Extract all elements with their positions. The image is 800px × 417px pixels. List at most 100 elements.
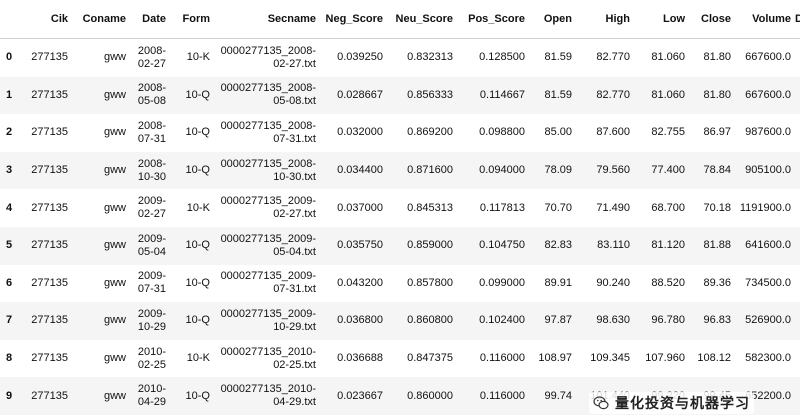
- cell-coname: gww: [72, 226, 130, 265]
- table-row: 2 277135 gww 2008-07-31 10-Q 0000277135_2008-…: [0, 114, 800, 152]
- watermark-text: 量化投资与机器学习: [615, 395, 750, 411]
- header-truncated: Di: [795, 0, 800, 39]
- cell-high: 79.560: [576, 151, 634, 190]
- cell-pos-score: 0.099000: [479, 276, 525, 289]
- cell-neg-score: 0.034400: [320, 151, 387, 190]
- cell-secname: 0000277135_2008-02-27.txt: [220, 44, 316, 70]
- cell-low: 96.780: [634, 302, 689, 340]
- header-high: High: [576, 0, 634, 39]
- cell-truncated: [795, 302, 800, 340]
- cell-volume: 987600.0: [745, 126, 791, 139]
- row-index: 0: [6, 51, 13, 64]
- cell-close: 96.83: [689, 302, 735, 340]
- cell-neg-score: 0.043200: [337, 276, 383, 289]
- cell-date: 2008-10-30: [130, 151, 170, 190]
- cell-open: 81.59: [529, 76, 576, 115]
- cell-cik: 277135: [31, 201, 68, 214]
- cell-truncated: [795, 226, 800, 265]
- cell-form: 10-K: [186, 201, 210, 214]
- cell-neg-score: 0.032000: [337, 126, 383, 139]
- cell-pos-score: 0.116000: [457, 377, 529, 415]
- cell-open: 70.70: [544, 201, 572, 214]
- header-date: Date: [130, 0, 170, 39]
- cell-low: 68.700: [651, 201, 685, 214]
- cell-truncated: [795, 39, 800, 77]
- cell-pos-score: 0.102400: [457, 302, 529, 340]
- cell-high: 71.490: [596, 201, 630, 214]
- cell-low: 107.960: [645, 352, 685, 365]
- header-index: [0, 0, 20, 39]
- cell-truncated: [795, 265, 800, 303]
- cell-neg-score: 0.037000: [337, 201, 383, 214]
- cell-low: 81.060: [634, 76, 689, 115]
- table-row: 4 277135 gww 2009-02-27 10-K 0000277135_2009-…: [0, 189, 800, 227]
- cell-pos-score: 0.114667: [457, 76, 529, 115]
- header-form: Form: [170, 0, 214, 39]
- cell-low: 77.400: [634, 151, 689, 190]
- watermark: 量化投资与机器学习: [589, 392, 754, 414]
- cell-close: 78.84: [689, 151, 735, 190]
- cell-pos-score: 0.128500: [479, 51, 525, 64]
- row-index: 5: [0, 226, 20, 265]
- cell-volume: 667600.0: [735, 76, 795, 115]
- table-row: 1 277135 gww 2008-05-08 10-Q 0000277135_2008-…: [0, 76, 800, 115]
- cell-date: 2008-07-31: [137, 119, 166, 145]
- cell-truncated: [795, 76, 800, 115]
- row-index: 2: [6, 126, 13, 139]
- cell-neg-score: 0.036800: [320, 302, 387, 340]
- table-row: 9 277135 gww 2010-04-29 10-Q 0000277135_2010-…: [0, 377, 800, 415]
- header-low: Low: [634, 0, 689, 39]
- cell-close: 81.88: [689, 226, 735, 265]
- cell-secname: 0000277135_2010-02-25.txt: [220, 345, 316, 371]
- cell-secname: 0000277135_2008-07-31.txt: [220, 119, 316, 145]
- header-volume: Volume: [735, 0, 795, 39]
- cell-coname: gww: [72, 377, 130, 415]
- cell-cik: 277135: [20, 151, 72, 190]
- cell-close: 86.97: [703, 126, 731, 139]
- cell-secname: 0000277135_2008-10-30.txt: [214, 151, 320, 190]
- cell-open: 108.97: [538, 352, 572, 365]
- cell-secname: 0000277135_2009-05-04.txt: [214, 226, 320, 265]
- cell-cik: 277135: [31, 352, 68, 365]
- table-body: 0 277135 gww 2008-02-27 10-K 0000277135_2008-…: [0, 39, 800, 415]
- cell-neu-score: 0.857800: [407, 276, 453, 289]
- cell-high: 109.345: [590, 352, 630, 365]
- cell-open: 85.00: [544, 126, 572, 139]
- header-open: Open: [529, 0, 576, 39]
- cell-high: 82.770: [596, 51, 630, 64]
- header-cik: Cik: [20, 0, 72, 39]
- cell-close: 89.36: [703, 276, 731, 289]
- row-index: 6: [6, 276, 13, 289]
- cell-volume: 905100.0: [735, 151, 795, 190]
- row-index: 1: [0, 76, 20, 115]
- header-pos-score: Pos_Score: [457, 0, 529, 39]
- cell-form: 10-Q: [185, 126, 210, 139]
- row-index: 8: [6, 352, 13, 365]
- cell-low: 82.755: [651, 126, 685, 139]
- cell-neu-score: 0.869200: [407, 126, 453, 139]
- cell-truncated: [795, 377, 800, 415]
- cell-truncated: [795, 114, 800, 152]
- cell-coname: gww: [103, 126, 126, 139]
- cell-date: 2008-05-08: [130, 76, 170, 115]
- cell-open: 82.83: [529, 226, 576, 265]
- cell-form: 10-Q: [170, 76, 214, 115]
- cell-open: 97.87: [529, 302, 576, 340]
- cell-neg-score: 0.023667: [320, 377, 387, 415]
- cell-neu-score: 0.860800: [387, 302, 457, 340]
- cell-form: 10-Q: [185, 276, 210, 289]
- cell-high: 82.770: [576, 76, 634, 115]
- cell-date: 2010-04-29: [130, 377, 170, 415]
- cell-neg-score: 0.036688: [337, 352, 383, 365]
- cell-pos-score: 0.104750: [457, 226, 529, 265]
- cell-secname: 0000277135_2010-04-29.txt: [214, 377, 320, 415]
- wechat-icon: [593, 396, 609, 410]
- cell-date: 2010-02-25: [137, 345, 166, 371]
- cell-low: 81.120: [634, 226, 689, 265]
- cell-open: 81.59: [544, 51, 572, 64]
- cell-volume: 641600.0: [735, 226, 795, 265]
- cell-volume: 1191900.0: [739, 201, 791, 214]
- cell-neu-score: 0.845313: [407, 201, 453, 214]
- table-row: 6 277135 gww 2009-07-31 10-Q 0000277135_2009-…: [0, 265, 800, 303]
